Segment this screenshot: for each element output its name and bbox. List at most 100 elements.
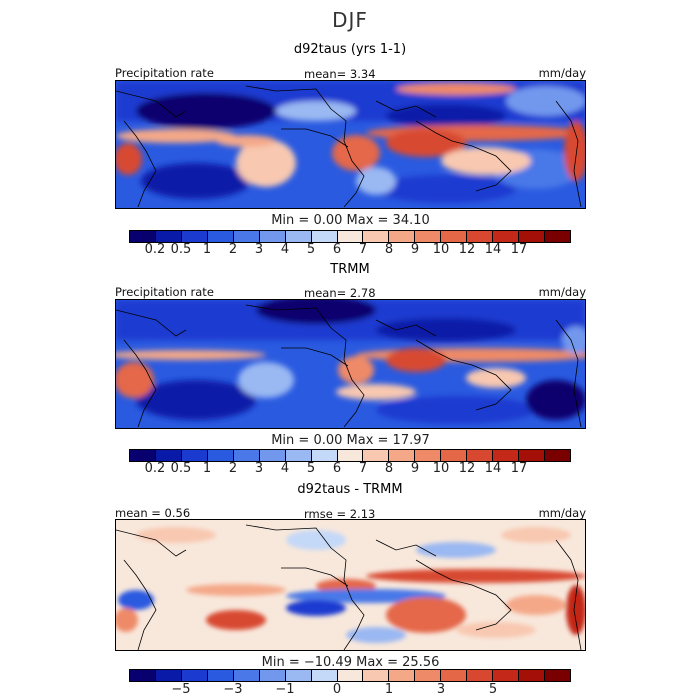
colorbar-tick-label: 0	[332, 682, 342, 697]
colorbar-swatch	[389, 231, 416, 242]
colorbar-swatch	[493, 670, 520, 681]
colorbar-tick-label: 9	[410, 461, 420, 476]
panel-3-minmax: Min = −10.49 Max = 25.56	[261, 655, 440, 670]
panel-3-units-label: mm/day	[538, 506, 586, 520]
colorbar-tick-label: 7	[358, 461, 368, 476]
panel-3-rmse-label: rmse = 2.13	[304, 507, 376, 521]
colorbar-tick-label: 5	[306, 242, 316, 257]
colorbar-swatch	[519, 450, 545, 461]
colorbar-swatch	[207, 231, 234, 242]
colorbar-swatch	[311, 450, 338, 461]
colorbar-swatch	[337, 670, 364, 681]
colorbar-swatch	[363, 231, 390, 242]
colorbar-swatch	[155, 670, 182, 681]
colorbar-swatch	[493, 231, 520, 242]
panel-2-title: TRMM	[330, 262, 370, 277]
colorbar-tick-label: 3	[436, 682, 446, 697]
colorbar-swatch	[441, 450, 468, 461]
colorbar-tick-label: 0.5	[170, 461, 192, 476]
colorbar-swatch	[259, 231, 286, 242]
colorbar-tick-label: 4	[280, 461, 290, 476]
panel-1-minmax: Min = 0.00 Max = 34.10	[271, 213, 430, 228]
colorbar-swatch	[545, 231, 570, 242]
colorbar-swatch	[415, 670, 442, 681]
colorbar-tick-label: 4	[280, 242, 290, 257]
colorbar-swatch	[467, 231, 494, 242]
colorbar-swatch	[285, 231, 312, 242]
colorbar-tick-label: 0.2	[144, 242, 166, 257]
colorbar-swatch	[207, 670, 234, 681]
colorbar-swatch	[233, 450, 260, 461]
colorbar-swatch	[285, 670, 312, 681]
colorbar-swatch	[311, 231, 338, 242]
colorbar-swatch	[389, 450, 416, 461]
colorbar-swatch	[181, 670, 208, 681]
colorbar-tick-label: −3	[223, 682, 243, 697]
panel-1-title: d92taus (yrs 1-1)	[293, 42, 407, 57]
colorbar-tick-label: 8	[384, 242, 394, 257]
colorbar-tick-label: 0.5	[170, 242, 192, 257]
panel-1-map	[115, 80, 586, 209]
panel-3-colorbar	[129, 669, 571, 682]
colorbar-tick-label: 5	[306, 461, 316, 476]
panel-3-title: d92taus - TRMM	[297, 482, 403, 497]
colorbar-swatch	[519, 231, 545, 242]
panel-2-map	[115, 299, 586, 429]
colorbar-swatch	[130, 231, 156, 242]
colorbar-swatch	[389, 670, 416, 681]
colorbar-swatch	[233, 231, 260, 242]
colorbar-swatch	[155, 450, 182, 461]
colorbar-tick-label: −1	[275, 682, 295, 697]
colorbar-swatch	[233, 670, 260, 681]
panel-2-units-label: mm/day	[538, 285, 586, 299]
colorbar-swatch	[415, 450, 442, 461]
colorbar-swatch	[181, 450, 208, 461]
colorbar-swatch	[285, 450, 312, 461]
panel-2-minmax: Min = 0.00 Max = 17.97	[271, 433, 430, 448]
panel-1-field-label: Precipitation rate	[115, 66, 214, 80]
colorbar-tick-label: 7	[358, 242, 368, 257]
colorbar-swatch	[155, 231, 182, 242]
panel-2-field-label: Precipitation rate	[115, 285, 214, 299]
colorbar-swatch	[130, 450, 156, 461]
colorbar-swatch	[130, 670, 156, 681]
colorbar-tick-label: 3	[254, 242, 264, 257]
colorbar-tick-label: 14	[484, 461, 502, 476]
colorbar-swatch	[441, 670, 468, 681]
colorbar-swatch	[207, 450, 234, 461]
colorbar-tick-label: 17	[510, 461, 528, 476]
colorbar-swatch	[259, 670, 286, 681]
colorbar-swatch	[545, 670, 570, 681]
colorbar-tick-label: 1	[202, 461, 212, 476]
colorbar-tick-label: 17	[510, 242, 528, 257]
colorbar-tick-label: 9	[410, 242, 420, 257]
panel-1-units-label: mm/day	[538, 66, 586, 80]
panel-3-map	[115, 519, 586, 651]
colorbar-tick-label: −5	[171, 682, 191, 697]
colorbar-tick-label: 3	[254, 461, 264, 476]
colorbar-tick-label: 12	[458, 242, 476, 257]
panel-1-colorbar	[129, 230, 571, 243]
colorbar-tick-label: 10	[432, 461, 450, 476]
colorbar-swatch	[493, 450, 520, 461]
colorbar-tick-label: 2	[228, 461, 238, 476]
colorbar-swatch	[467, 670, 494, 681]
panel-1-mean-label: mean= 3.34	[304, 67, 376, 81]
colorbar-tick-label: 6	[332, 461, 342, 476]
colorbar-swatch	[259, 450, 286, 461]
season-title: DJF	[332, 8, 368, 32]
colorbar-swatch	[519, 670, 545, 681]
colorbar-tick-label: 6	[332, 242, 342, 257]
colorbar-swatch	[337, 231, 364, 242]
colorbar-tick-label: 14	[484, 242, 502, 257]
colorbar-swatch	[415, 231, 442, 242]
colorbar-tick-label: 2	[228, 242, 238, 257]
panel-3-mean-label: mean = 0.56	[115, 506, 191, 520]
colorbar-tick-label: 8	[384, 461, 394, 476]
colorbar-swatch	[467, 450, 494, 461]
colorbar-tick-label: 12	[458, 461, 476, 476]
colorbar-swatch	[337, 450, 364, 461]
colorbar-tick-label: 1	[384, 682, 394, 697]
colorbar-swatch	[363, 670, 390, 681]
colorbar-tick-label: 5	[488, 682, 498, 697]
